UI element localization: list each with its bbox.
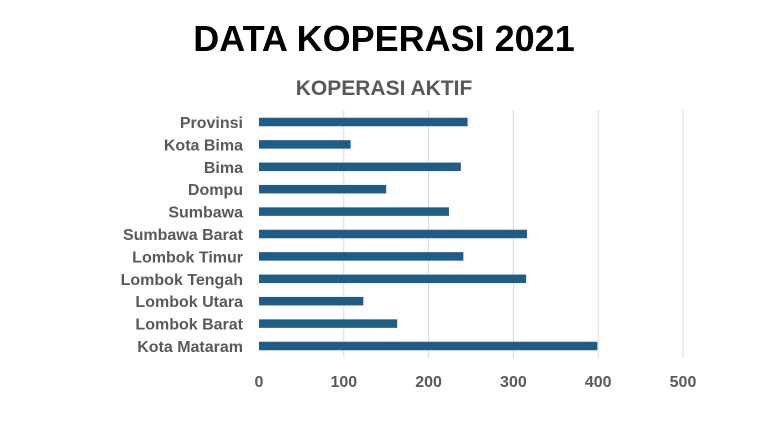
bar	[259, 274, 527, 284]
bar	[259, 162, 461, 172]
bar	[259, 341, 598, 351]
category-label: Lombok Utara	[135, 294, 243, 311]
slide-title: DATA KOPERASI 2021	[193, 18, 575, 59]
category-label: Dompu	[188, 182, 243, 199]
bar	[259, 252, 464, 261]
x-tick-label: 300	[500, 374, 527, 391]
category-label: Kota Mataram	[137, 339, 243, 356]
x-tick-label: 500	[670, 374, 697, 391]
bar	[259, 207, 449, 216]
category-label: Bima	[204, 160, 243, 177]
category-label: Sumbawa Barat	[123, 227, 244, 244]
category-label: Lombok Tengah	[121, 272, 243, 289]
x-tick-label: 100	[330, 374, 357, 391]
bar	[259, 319, 398, 328]
category-label: Provinsi	[180, 115, 243, 132]
chart-title: KOPERASI AKTIF	[295, 77, 473, 100]
category-label: Lombok Timur	[132, 249, 243, 266]
bars	[259, 117, 598, 351]
category-label: Kota Bima	[164, 137, 243, 154]
bar	[259, 184, 387, 194]
bar	[259, 229, 527, 239]
bar	[259, 296, 364, 306]
x-tick-label: 200	[415, 374, 442, 391]
x-axis-tick-labels: 0 100 200 300 400 500	[255, 374, 697, 391]
bar	[259, 117, 468, 127]
category-label: Sumbawa	[168, 205, 243, 222]
x-tick-label: 400	[585, 374, 612, 391]
bar	[259, 140, 351, 149]
x-tick-label: 0	[255, 374, 264, 391]
category-label: Lombok Barat	[135, 317, 243, 334]
category-labels: Provinsi Kota Bima Bima Dompu Sumbawa Sumbawa…	[121, 115, 244, 356]
